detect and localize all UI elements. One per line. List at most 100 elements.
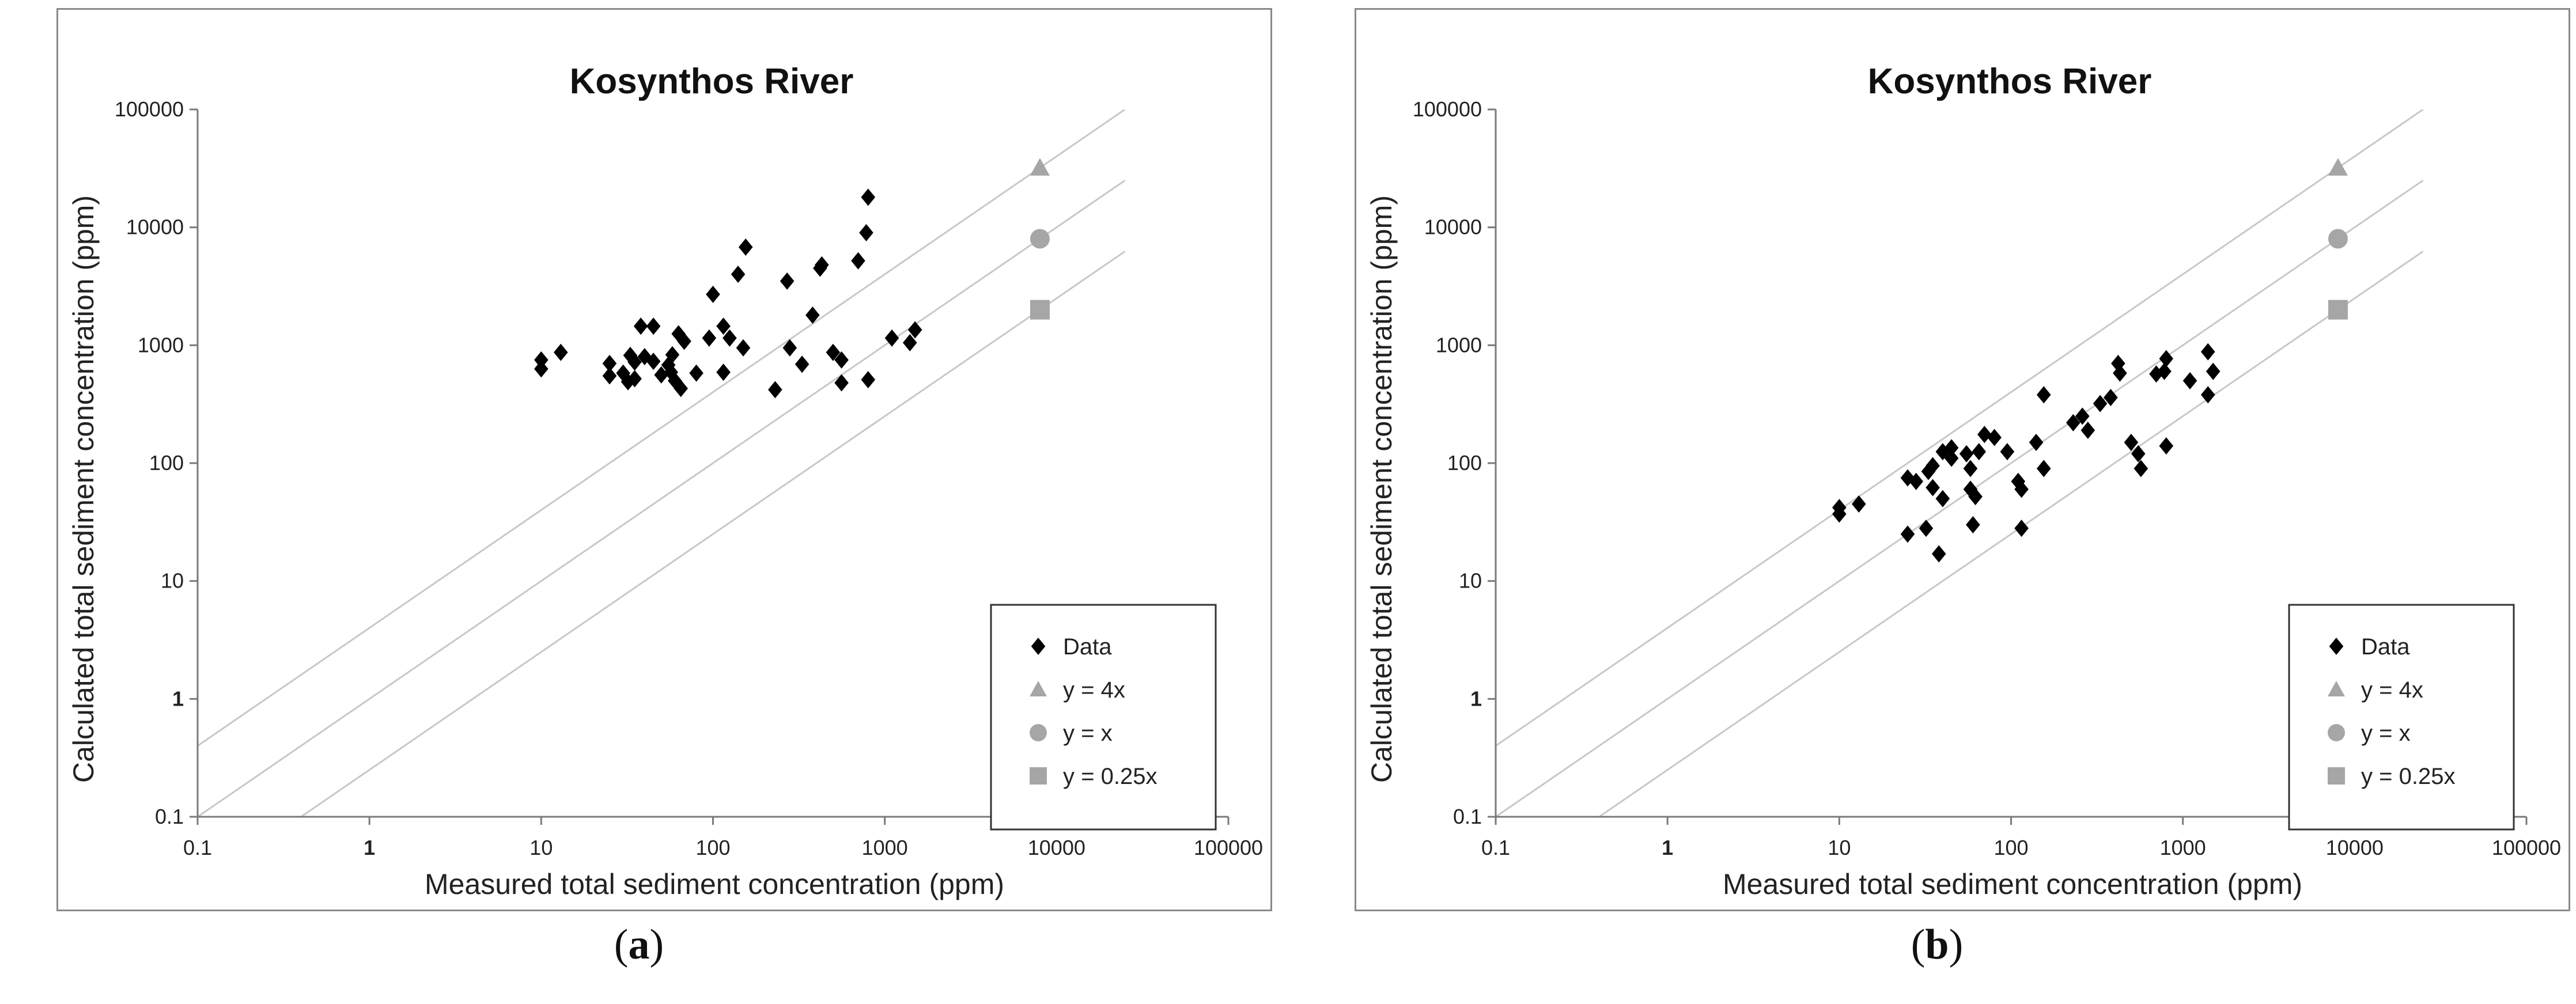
reference-marker — [2328, 229, 2348, 249]
y-tick-label: 1 — [1470, 687, 1482, 710]
data-point — [1944, 439, 1959, 457]
data-point — [716, 317, 731, 335]
reference-line — [198, 109, 1126, 747]
data-point — [826, 343, 841, 361]
data-point — [1931, 545, 1946, 563]
data-point — [674, 380, 689, 397]
reference-line — [1496, 179, 2424, 817]
data-point — [731, 266, 746, 283]
panel-label-letter: b — [1925, 921, 1949, 968]
data-point — [780, 272, 795, 290]
data-point — [633, 317, 648, 335]
data-point — [534, 360, 549, 378]
legend-label: Data — [2361, 634, 2410, 660]
y-tick-label: 1 — [172, 687, 184, 710]
legend-marker — [1030, 724, 1047, 741]
data-point — [736, 339, 751, 357]
data-point — [2206, 362, 2221, 380]
data-point — [2159, 437, 2174, 455]
data-point — [1987, 429, 2002, 446]
legend-label: y = 4x — [1063, 677, 1125, 703]
legend-label: y = 0.25x — [1063, 764, 1157, 789]
y-tick-label: 100000 — [1413, 97, 1482, 121]
data-point — [861, 371, 876, 389]
data-point — [646, 353, 661, 370]
data-point — [768, 381, 782, 399]
data-point — [2081, 421, 2095, 439]
panel-label-close: ) — [1949, 921, 1964, 968]
data-point — [654, 366, 669, 384]
data-point — [723, 329, 737, 347]
data-point — [534, 351, 549, 369]
y-tick-label: 0.1 — [1453, 805, 1482, 828]
legend-label: y = 4x — [2361, 677, 2423, 703]
x-tick-label: 100 — [1994, 836, 2028, 859]
panel-label-open: ( — [614, 921, 629, 968]
data-point — [677, 332, 691, 350]
legend-label: Data — [1063, 634, 1112, 660]
data-point — [738, 238, 753, 256]
data-point — [1977, 426, 1992, 444]
data-point — [646, 317, 661, 335]
x-axis-label: Measured total sediment concentration (p… — [425, 868, 1004, 900]
data-point — [902, 334, 917, 351]
data-point — [2014, 480, 2029, 498]
data-point — [602, 355, 617, 373]
reference-marker — [1030, 300, 1050, 320]
y-tick-label: 100000 — [115, 97, 184, 121]
panel-label-letter: a — [628, 921, 650, 968]
y-tick-label: 100 — [149, 451, 184, 475]
legend-marker — [2328, 767, 2345, 785]
data-point — [859, 224, 873, 242]
data-point — [2131, 445, 2146, 463]
y-axis-label: Calculated total sediment concentration … — [67, 195, 100, 783]
data-point — [2124, 433, 2139, 451]
data-point — [1963, 460, 1978, 478]
data-point — [884, 329, 899, 347]
y-axis-label: Calculated total sediment concentration … — [1365, 195, 1398, 783]
reference-line — [198, 179, 1126, 817]
legend-marker — [1030, 681, 1047, 696]
legend-label: y = x — [1063, 721, 1113, 746]
data-point — [627, 353, 642, 371]
y-tick-label: 10000 — [126, 215, 184, 239]
reference-marker — [1030, 229, 1050, 249]
scatter-chart-b: 0.1 1 10 100 1000 10000 100000 0.1 1 10 100 1000 100… — [1365, 62, 2561, 900]
data-point — [2036, 386, 2051, 404]
data-point — [834, 351, 849, 369]
chart-title: Kosynthos River — [1868, 62, 2152, 101]
x-tick-label: 100 — [695, 836, 730, 859]
reference-line — [299, 251, 1126, 817]
data-point — [2000, 443, 2015, 461]
data-point — [805, 306, 820, 324]
chart-frame — [1355, 8, 2570, 911]
reference-marker — [2328, 158, 2348, 176]
x-tick-label: 1000 — [2160, 836, 2206, 859]
data-point — [2200, 386, 2215, 404]
x-tick-label: 100000 — [2492, 836, 2561, 859]
data-point — [2149, 365, 2163, 383]
scatter-chart-a: 0.1 1 10 100 1000 10000 100000 0.1 1 10 100 1000 100… — [67, 62, 1263, 900]
data-point — [861, 188, 876, 206]
data-point — [815, 256, 829, 274]
x-tick-label: 100000 — [1194, 836, 1263, 859]
data-point — [1852, 495, 1866, 513]
data-point — [602, 367, 617, 385]
x-tick-label: 1 — [364, 836, 375, 859]
chart-title: Kosynthos River — [570, 62, 854, 101]
data-point — [1919, 520, 1934, 537]
data-point — [716, 363, 731, 381]
y-tick-label: 10000 — [1424, 215, 1482, 239]
reference-line — [1597, 251, 2424, 817]
legend-label: y = 0.25x — [2361, 764, 2455, 789]
x-tick-label: 1000 — [862, 836, 908, 859]
legend — [2288, 604, 2515, 831]
chart-panel-a: 0.1 1 10 100 1000 10000 100000 0.1 1 10 100 1000 100… — [0, 0, 1278, 1004]
x-tick-label: 10 — [529, 836, 553, 859]
panel-label: (a) — [0, 920, 1278, 969]
data-point — [702, 329, 717, 347]
x-tick-label: 10 — [1828, 836, 1851, 859]
x-tick-label: 10000 — [2326, 836, 2384, 859]
data-point — [689, 364, 703, 382]
data-point — [2200, 343, 2215, 361]
